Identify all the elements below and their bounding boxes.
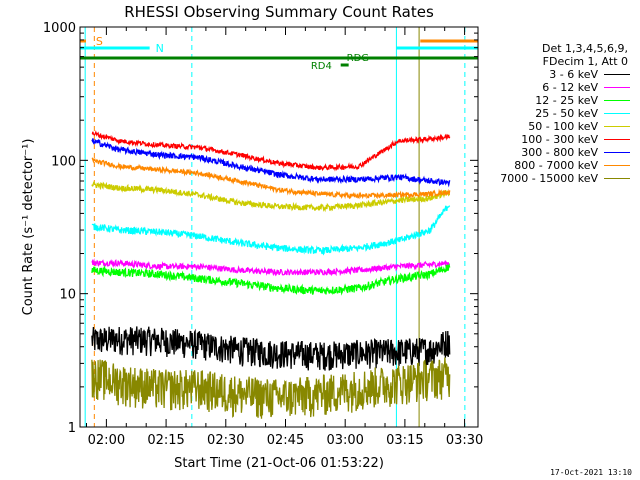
- night-label: N: [156, 42, 164, 55]
- legend-label: 12 - 25 keV: [535, 94, 598, 107]
- series-line-3: [91, 263, 451, 296]
- rd4-label: RD4: [311, 61, 332, 72]
- y-tick-label: 1: [68, 421, 76, 436]
- series-line-6: [91, 130, 451, 172]
- plot-frame: [79, 26, 479, 428]
- legend-swatch: [604, 113, 630, 114]
- saa-label: S: [96, 35, 103, 48]
- chart-title: RHESSI Observing Summary Count Rates: [124, 3, 434, 21]
- legend-entry: 50 - 100 keV: [480, 120, 630, 133]
- x-tick-label: 02:30: [207, 433, 244, 448]
- series-line-1: [91, 326, 451, 371]
- x-tick-label: 02:15: [147, 433, 184, 448]
- rdg-label: RDG: [347, 53, 369, 64]
- legend-swatch: [604, 126, 630, 127]
- legend-swatch: [604, 74, 630, 75]
- series-line-9: [91, 357, 451, 419]
- x-tick-label: 03:15: [386, 433, 423, 448]
- legend-entry: 800 - 7000 keV: [480, 159, 630, 172]
- x-tick-label: 02:45: [267, 433, 304, 448]
- legend-header-2: FDecim 1, Att 0: [542, 55, 628, 68]
- legend-swatch: [604, 152, 630, 153]
- legend-swatch: [604, 178, 630, 179]
- y-axis-label: Count Rate (s⁻¹ detector⁻¹): [21, 139, 36, 316]
- legend-label: 50 - 100 keV: [528, 120, 598, 133]
- legend-header-1: Det 1,3,4,5,6,9,: [541, 42, 628, 55]
- legend-entry: 300 - 800 keV: [480, 146, 630, 159]
- legend-label: 300 - 800 keV: [521, 146, 598, 159]
- y-tick-label: 100: [51, 154, 76, 169]
- legend-label: 100 - 300 keV: [521, 133, 598, 146]
- y-tick-label: 1000: [43, 21, 76, 36]
- series-line-2: [91, 258, 450, 277]
- series-line-4: [91, 205, 451, 256]
- legend-swatch: [604, 165, 630, 166]
- legend-label: 7000 - 15000 keV: [500, 172, 598, 185]
- y-tick-label: 10: [59, 288, 76, 303]
- legend-swatch: [604, 100, 630, 101]
- legend-swatch: [604, 87, 630, 88]
- legend-entry: 6 - 12 keV: [480, 81, 630, 94]
- series-line-7: [91, 138, 451, 188]
- legend-swatch: [604, 139, 630, 140]
- legend-entry: 7000 - 15000 keV: [480, 172, 630, 185]
- legend-entry: 100 - 300 keV: [480, 133, 630, 146]
- series-line-5: [91, 181, 451, 213]
- x-axis-label: Start Time (21-Oct-06 01:53:22): [174, 456, 384, 471]
- series-line-8: [91, 157, 451, 200]
- legend-label: 3 - 6 keV: [549, 68, 598, 81]
- legend-label: 6 - 12 keV: [542, 81, 598, 94]
- legend-entry: 25 - 50 keV: [480, 107, 630, 120]
- legend-label: 800 - 7000 keV: [514, 159, 598, 172]
- legend-entry: 12 - 25 keV: [480, 94, 630, 107]
- legend-entry: 3 - 6 keV: [480, 68, 630, 81]
- x-tick-label: 03:30: [446, 433, 483, 448]
- x-tick-label: 02:00: [88, 433, 125, 448]
- legend-label: 25 - 50 keV: [535, 107, 598, 120]
- timestamp-footer: 17-Oct-2021 13:10: [550, 468, 632, 477]
- legend: Det 1,3,4,5,6,9, FDecim 1, Att 0 3 - 6 k…: [480, 42, 630, 185]
- x-tick-label: 03:00: [326, 433, 363, 448]
